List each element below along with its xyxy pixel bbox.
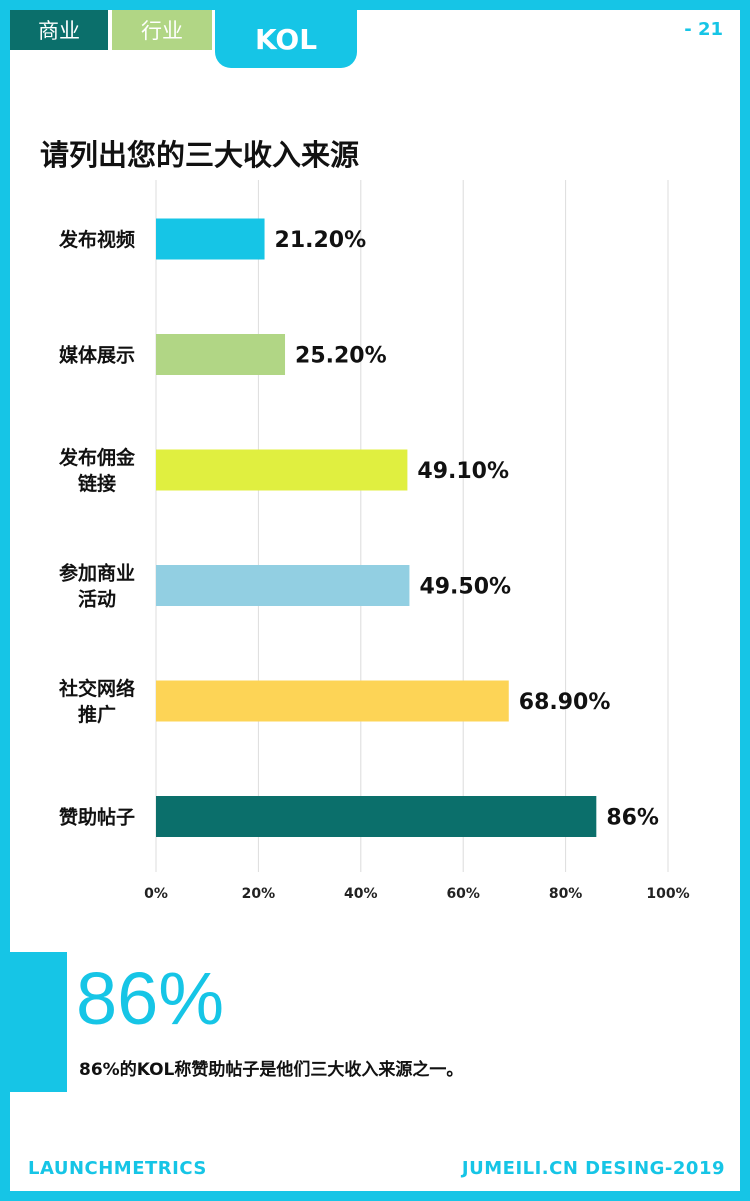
value-label: 86%	[606, 806, 659, 831]
category-label: 发布佣金链接	[58, 446, 136, 495]
bar	[156, 796, 597, 837]
tab-business[interactable]: 商业	[10, 10, 108, 50]
value-label: 49.50%	[419, 575, 511, 600]
page: 商业 行业 KOL - 21 请列出您的三大收入来源 0% 20% 40% 60% 80…	[10, 10, 740, 1191]
chart-title: 请列出您的三大收入来源	[40, 138, 360, 172]
x-tick-label: 0%	[144, 886, 168, 902]
x-tick-label: 80%	[549, 886, 583, 902]
category-label: 社交网络推广	[58, 677, 135, 726]
x-tick-label: 60%	[446, 886, 480, 902]
x-tick-label: 100%	[646, 886, 689, 902]
category-label: 赞助帖子	[58, 806, 135, 829]
highlight-stat: 86%	[76, 957, 225, 1040]
x-tick-label: 20%	[242, 886, 276, 902]
footer-credit: JUMEILI.CN DESING-2019	[461, 1158, 725, 1179]
bar	[156, 680, 509, 722]
footer-source: LAUNCHMETRICS	[28, 1158, 207, 1179]
value-label: 21.20%	[275, 228, 367, 253]
value-label: 68.90%	[519, 690, 611, 715]
category-label: 发布视频	[58, 228, 135, 251]
value-label: 49.10%	[417, 459, 509, 484]
x-tick-label: 40%	[344, 886, 378, 902]
category-label: 媒体展示	[59, 344, 135, 367]
value-label: 25.20%	[295, 344, 387, 369]
tab-industry[interactable]: 行业	[112, 10, 212, 50]
tab-kol[interactable]: KOL	[215, 10, 357, 68]
callout-accent-bar	[10, 952, 67, 1092]
bar	[156, 334, 286, 375]
bar	[156, 565, 410, 606]
highlight-caption: 86%的KOL称赞助帖子是他们三大收入来源之一。	[79, 1060, 464, 1080]
page-number: - 21	[684, 19, 723, 40]
bar-chart: 0% 20% 40% 60% 80% 100% 发布视频 21.20% 媒体展示 25.20% 发布…	[58, 180, 690, 902]
category-label: 参加商业活动	[59, 562, 135, 611]
bar	[156, 218, 265, 260]
bar	[156, 449, 408, 491]
